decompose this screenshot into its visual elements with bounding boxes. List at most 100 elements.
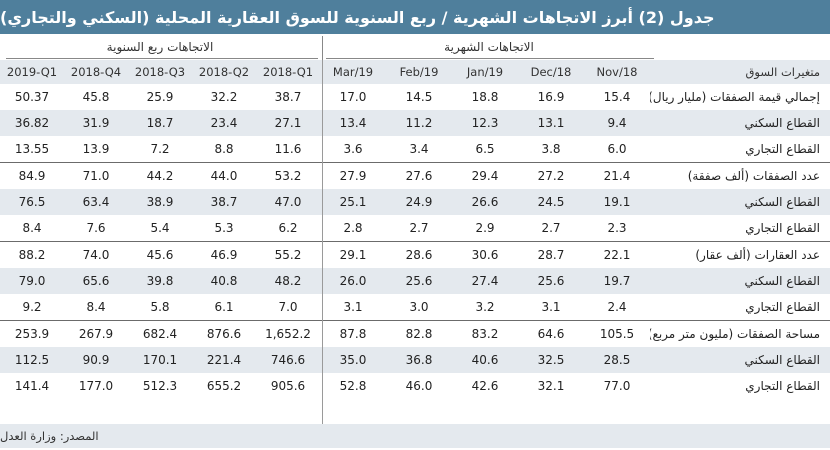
table-cell: 38.7: [192, 189, 256, 215]
table-cell: 26.0: [320, 268, 386, 294]
table-cell: 45.6: [128, 241, 192, 268]
table-cell: 11.6: [274, 142, 302, 156]
row-label: القطاع السكني: [650, 110, 830, 136]
table-cell: 25.6: [518, 268, 584, 294]
table-cell: 876.6: [192, 320, 256, 347]
row-label: إجمالي قيمة الصفقات (مليار ريال): [650, 90, 820, 104]
table-cell: 27.4: [452, 268, 518, 294]
table-cell: 13.1: [518, 110, 584, 136]
row-label: القطاع السكني: [650, 347, 830, 373]
column-header: Jan/19: [452, 60, 518, 84]
source-text: المصدر: وزارة العدل: [0, 429, 99, 443]
table-cell: 27.2: [518, 162, 584, 189]
table-row: 76.5 63.4 38.9 38.7 47.0 25.1 24.9 26.6 24.5 19.1…: [0, 189, 830, 215]
column-header: Mar/19: [320, 60, 386, 84]
table-cell: 3.1: [541, 300, 561, 314]
table-row: 112.5 90.9 170.1 221.4 746.6 35.0 36.8 40.6 32.5…: [0, 347, 830, 373]
table-cell: 177.0: [78, 379, 114, 393]
table-cell: 32.5: [518, 347, 584, 373]
table-cell: 76.5: [0, 189, 64, 215]
table-cell: 14.5: [405, 90, 433, 104]
table-cell: 2.7: [541, 221, 561, 235]
column-header: 2019-Q1: [0, 60, 64, 84]
quarterly-group-underline: [6, 58, 318, 59]
row-label: القطاع السكني: [650, 189, 830, 215]
table-cell: 3.1: [343, 300, 363, 314]
data-table: 2019-Q1 2018-Q4 2018-Q3 2018-Q2 2018-Q1 Mar/1…: [0, 60, 830, 399]
row-label: القطاع التجاري: [745, 300, 820, 314]
table-cell: 8.8: [214, 142, 234, 156]
table-cell: 30.6: [452, 241, 518, 268]
table-cell: 253.9: [0, 320, 64, 347]
table-cell: 18.8: [471, 90, 499, 104]
row-label: عدد العقارات (ألف عقار): [650, 241, 830, 268]
table-cell: 9.2: [22, 300, 42, 314]
table-cell: 5.3: [214, 221, 234, 235]
table-cell: 63.4: [64, 189, 128, 215]
table-cell: 46.9: [192, 241, 256, 268]
table-cell: 905.6: [270, 379, 306, 393]
table-cell: 2.7: [409, 221, 429, 235]
column-header: 2018-Q1: [256, 60, 320, 84]
table-cell: 27.9: [320, 162, 386, 189]
row-label: مساحة الصفقات (مليون متر مربع): [650, 320, 830, 347]
table-cell: 1,652.2: [256, 320, 320, 347]
table-cell: 6.5: [475, 142, 495, 156]
table-title: جدول (2) أبرز الاتجاهات الشهرية / ربع ال…: [0, 7, 715, 27]
table-row: 141.4 177.0 512.3 655.2 905.6 52.8 46.0 42.6 32.…: [0, 373, 830, 399]
table-cell: 7.0: [278, 300, 298, 314]
table-cell: 82.8: [386, 320, 452, 347]
table-row: 50.37 45.8 25.9 32.2 38.7 17.0 14.5 18.8 16.9 15.…: [0, 84, 830, 110]
table-cell: 29.1: [320, 241, 386, 268]
table-cell: 55.2: [256, 241, 320, 268]
table-cell: 682.4: [128, 320, 192, 347]
table-cell: 39.8: [128, 268, 192, 294]
table-cell: 53.2: [256, 162, 320, 189]
table-cell: 17.0: [339, 90, 367, 104]
table-cell: 6.2: [278, 221, 298, 235]
table-cell: 105.5: [584, 320, 650, 347]
table-cell: 74.0: [64, 241, 128, 268]
column-header: Dec/18: [518, 60, 584, 84]
table-cell: 44.2: [128, 162, 192, 189]
table-cell: 8.4: [22, 221, 42, 235]
table-cell: 25.9: [146, 90, 174, 104]
table-cell: 746.6: [256, 347, 320, 373]
table-row: 79.0 65.6 39.8 40.8 48.2 26.0 25.6 27.4 25.6 19.7…: [0, 268, 830, 294]
row-label: القطاع التجاري: [745, 221, 820, 235]
table-cell: 48.2: [256, 268, 320, 294]
table-cell: 2.9: [475, 221, 495, 235]
table-cell: 15.4: [603, 90, 631, 104]
table-cell: 32.1: [537, 379, 565, 393]
table-cell: 38.9: [128, 189, 192, 215]
column-group-divider: [322, 60, 323, 424]
table-cell: 40.8: [192, 268, 256, 294]
table-cell: 3.0: [409, 300, 429, 314]
table-cell: 79.0: [0, 268, 64, 294]
table-cell: 3.8: [541, 142, 561, 156]
table-cell: 18.7: [128, 110, 192, 136]
table-title-bar: جدول (2) أبرز الاتجاهات الشهرية / ربع ال…: [0, 0, 830, 34]
column-header: 2018-Q3: [128, 60, 192, 84]
table-cell: 28.7: [518, 241, 584, 268]
table-cell: 27.6: [386, 162, 452, 189]
table-cell: 71.0: [64, 162, 128, 189]
row-label: عدد الصفقات (ألف صفقة): [650, 162, 830, 189]
column-header: Feb/19: [386, 60, 452, 84]
table-cell: 44.0: [192, 162, 256, 189]
monthly-group-underline: [326, 58, 654, 59]
label-column-header: متغيرات السوق: [650, 60, 830, 84]
table-cell: 27.1: [256, 110, 320, 136]
table-cell: 221.4: [192, 347, 256, 373]
table-cell: 25.1: [320, 189, 386, 215]
table-cell: 2.3: [607, 221, 627, 235]
table-cell: 19.7: [584, 268, 650, 294]
table-cell: 25.6: [386, 268, 452, 294]
quarterly-group-header: الاتجاهات ربع السنوية: [106, 40, 214, 54]
table-row: 9.2 8.4 5.8 6.1 7.0 3.1 3.0 3.2 3.1 2.4 القطاع الت…: [0, 294, 830, 321]
table-cell: 3.4: [409, 142, 429, 156]
table-cell: 3.2: [475, 300, 495, 314]
column-header: 2018-Q4: [64, 60, 128, 84]
table-cell: 267.9: [64, 320, 128, 347]
